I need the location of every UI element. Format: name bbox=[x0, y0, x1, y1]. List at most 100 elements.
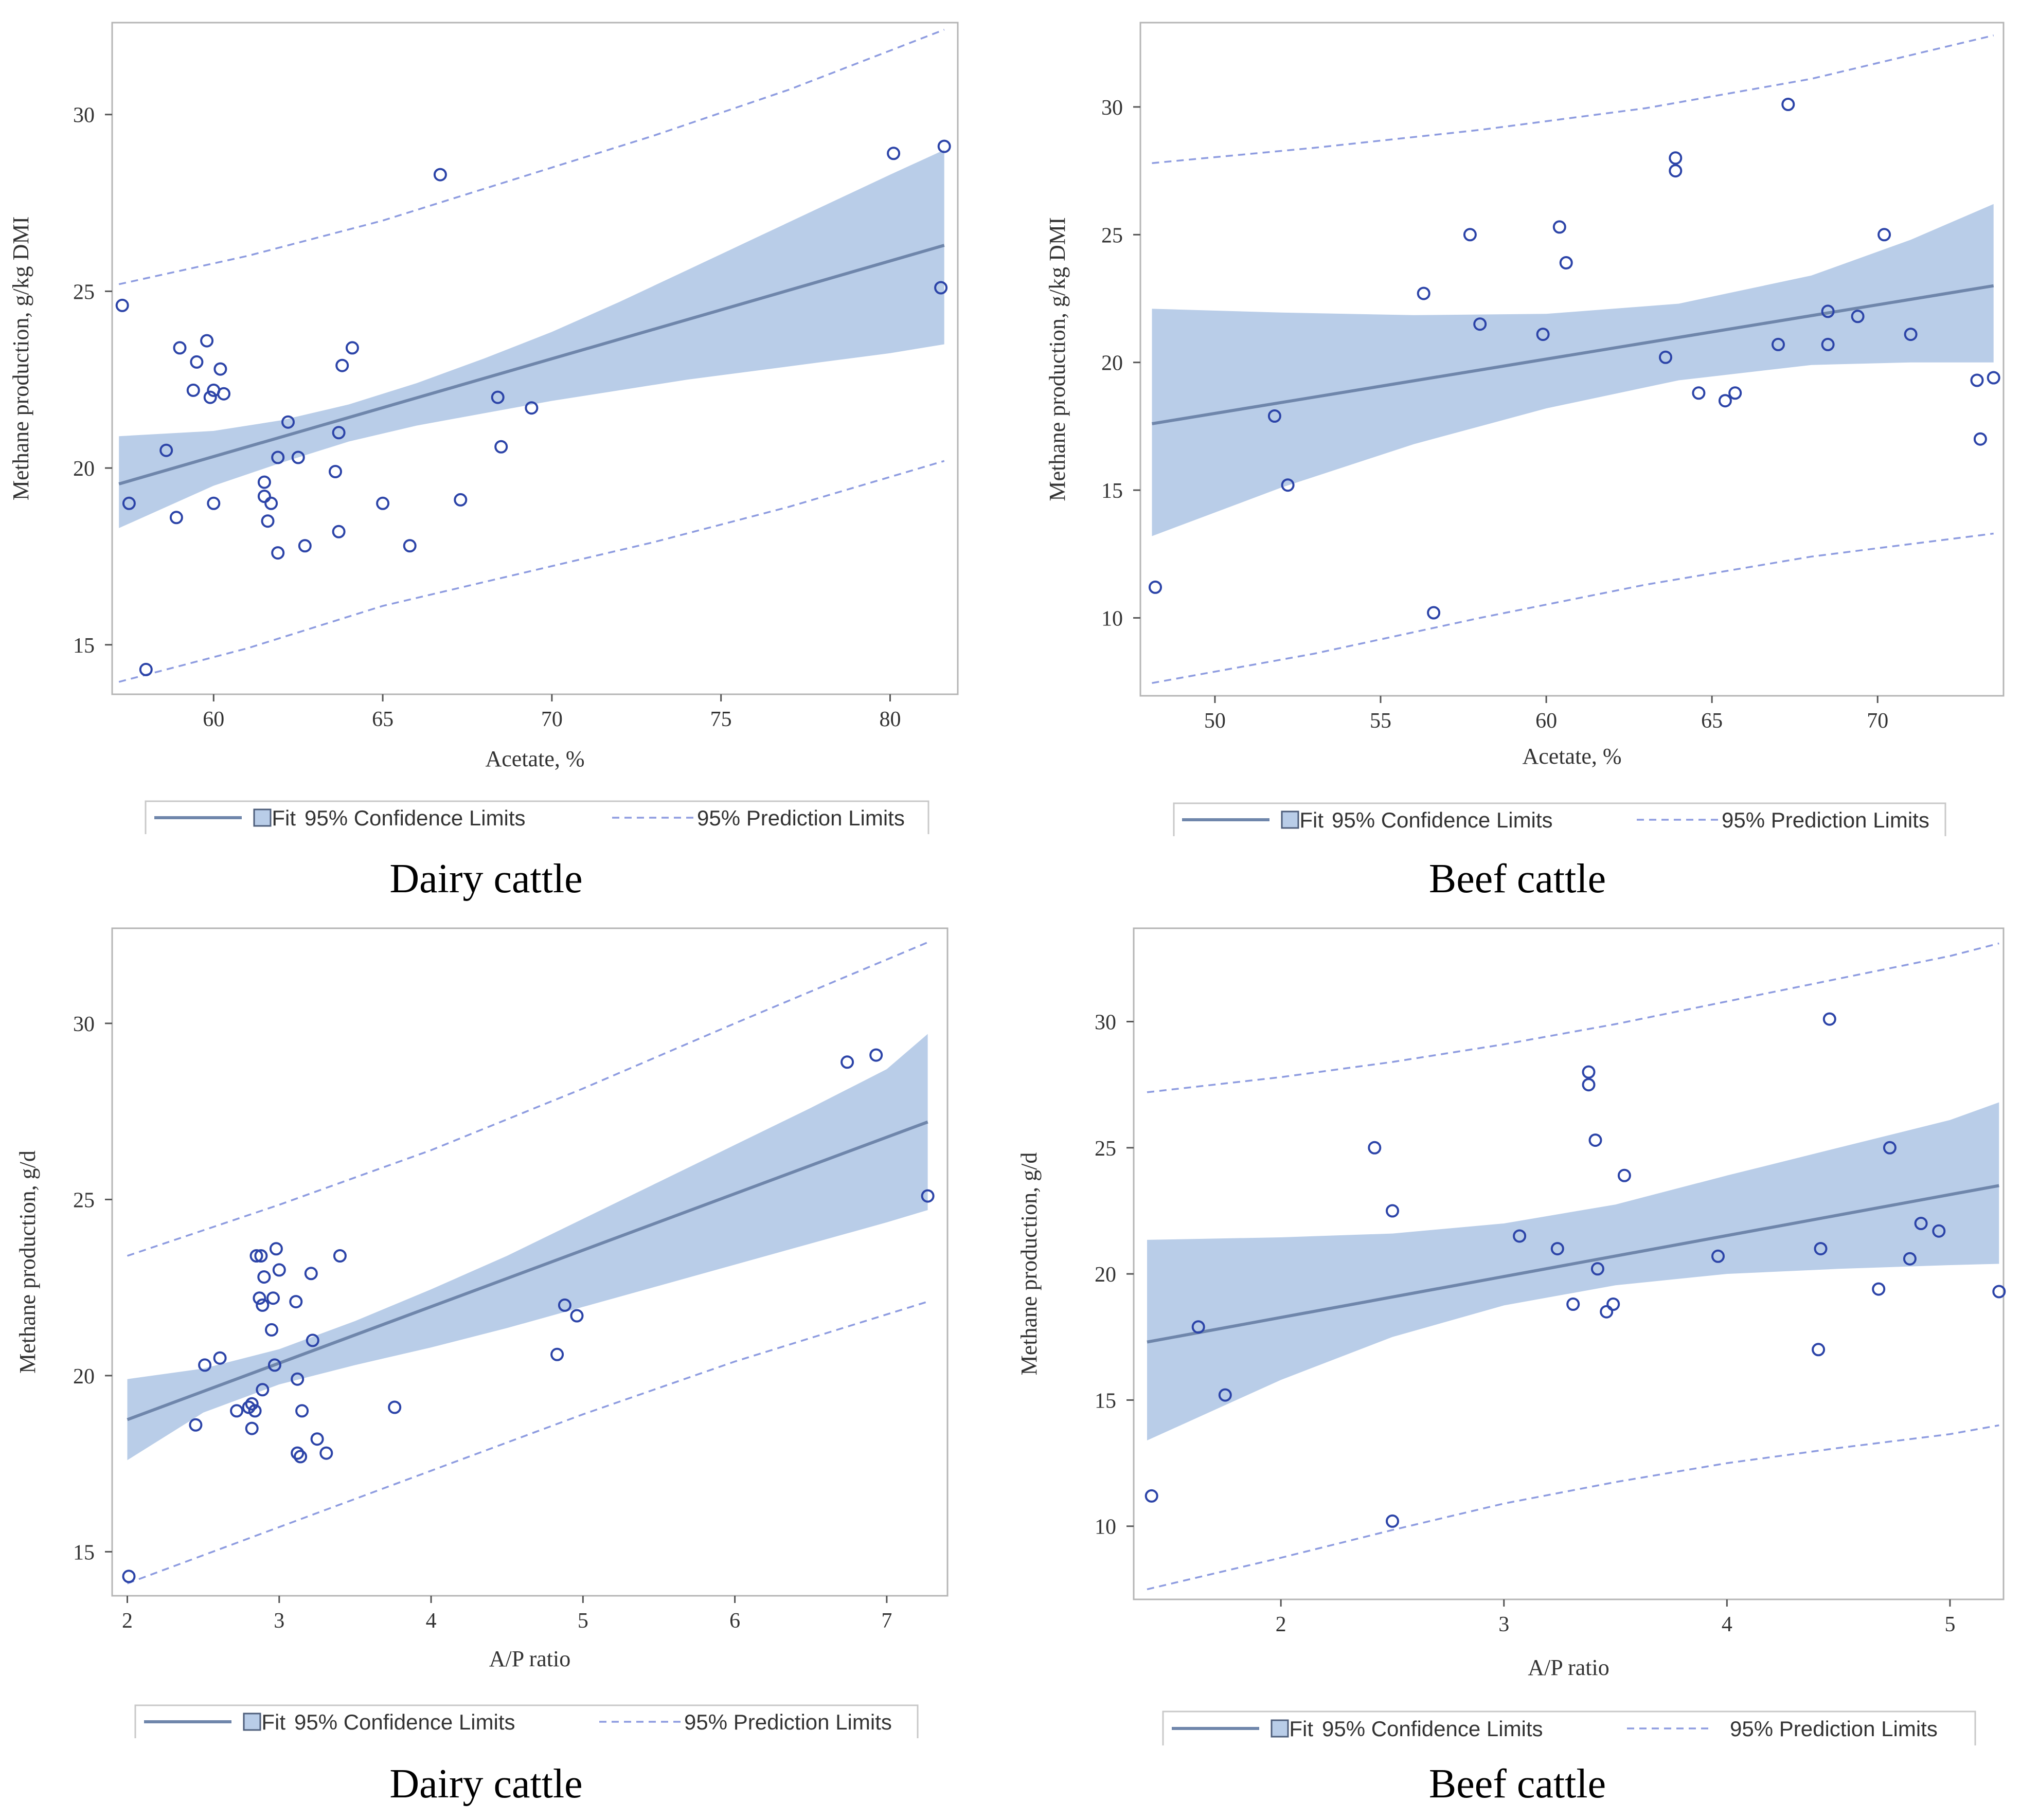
legend-prediction-label: 95% Prediction Limits bbox=[1730, 1717, 1938, 1741]
x-tick-label: 70 bbox=[541, 708, 563, 731]
data-point bbox=[1772, 337, 1785, 351]
data-point bbox=[256, 1298, 270, 1312]
data-point bbox=[304, 1267, 318, 1281]
y-tick-label: 20 bbox=[73, 1365, 95, 1389]
data-point bbox=[1606, 1298, 1620, 1311]
y-tick-label: 10 bbox=[1095, 1516, 1116, 1539]
data-point bbox=[1883, 1141, 1897, 1155]
data-point bbox=[115, 298, 129, 312]
prediction-limit-lower bbox=[118, 460, 945, 683]
x-tick-label: 60 bbox=[1535, 709, 1557, 733]
data-point bbox=[186, 383, 200, 397]
data-point bbox=[433, 168, 447, 182]
data-point bbox=[257, 475, 271, 489]
data-point bbox=[937, 139, 951, 153]
data-point bbox=[1149, 580, 1162, 594]
data-point bbox=[1559, 256, 1573, 269]
panel-caption: Beef cattle bbox=[1429, 856, 1606, 902]
data-point bbox=[267, 1358, 281, 1372]
legend-fit-label: Fit bbox=[1299, 808, 1324, 832]
x-tick-label: 60 bbox=[203, 708, 224, 731]
data-point bbox=[1144, 1489, 1158, 1503]
data-point bbox=[1992, 1285, 2006, 1299]
data-point bbox=[122, 1570, 136, 1583]
data-point bbox=[1582, 1065, 1596, 1079]
data-point bbox=[1550, 1242, 1564, 1256]
y-tick-label: 20 bbox=[73, 457, 95, 481]
data-point bbox=[454, 493, 468, 507]
y-axis-title: Methane production, g/kg DMI bbox=[8, 217, 33, 500]
x-tick-label: 7 bbox=[881, 1609, 892, 1633]
data-point bbox=[1914, 1217, 1928, 1230]
data-point bbox=[1427, 606, 1441, 620]
legend-border bbox=[1173, 802, 1946, 836]
data-point bbox=[570, 1309, 584, 1323]
y-tick-label: 25 bbox=[1101, 224, 1123, 247]
data-point bbox=[1463, 228, 1477, 242]
data-point bbox=[306, 1334, 319, 1347]
y-tick-label: 15 bbox=[1101, 479, 1123, 503]
data-point bbox=[319, 1446, 333, 1460]
legend-confidence-label: 95% Confidence Limits bbox=[1322, 1717, 1543, 1741]
data-point bbox=[1821, 304, 1835, 318]
chart-panel-3: 2 3 4 5 6 7 15 20 25 30 A/P ratio Methane productio… bbox=[15, 927, 949, 1738]
legend-border bbox=[134, 1704, 919, 1738]
data-point bbox=[254, 1249, 268, 1263]
legend-border bbox=[145, 800, 929, 834]
y-tick-label: 30 bbox=[1095, 1011, 1116, 1035]
y-axis-title: Methane production, g/d bbox=[15, 1150, 40, 1374]
legend-confidence-swatch bbox=[1271, 1719, 1289, 1738]
data-point bbox=[1386, 1514, 1399, 1528]
prediction-limit-lower bbox=[1147, 1424, 1999, 1591]
data-point bbox=[213, 362, 227, 376]
data-point bbox=[1582, 1078, 1596, 1092]
data-point bbox=[1812, 1343, 1826, 1357]
data-point bbox=[266, 1291, 280, 1305]
data-point bbox=[203, 390, 217, 404]
x-axis-title: Acetate, % bbox=[486, 746, 585, 771]
y-tick-label: 25 bbox=[73, 1188, 95, 1212]
chart-panel-2: 50 55 60 65 70 10 15 20 25 30 Acetate, % Methane pr… bbox=[1045, 22, 2005, 836]
x-tick-label: 75 bbox=[710, 708, 732, 731]
fit-line bbox=[118, 244, 945, 485]
data-point bbox=[173, 341, 187, 355]
data-point bbox=[1552, 220, 1566, 234]
y-tick-label: 15 bbox=[73, 634, 95, 658]
data-point bbox=[388, 1400, 402, 1414]
x-tick-label: 4 bbox=[426, 1609, 437, 1633]
data-point bbox=[159, 443, 173, 457]
data-point bbox=[1814, 1242, 1828, 1256]
legend-prediction-label: 95% Prediction Limits bbox=[697, 806, 905, 830]
legend-confidence-swatch bbox=[243, 1713, 261, 1731]
confidence-band bbox=[1147, 1102, 1999, 1440]
data-point bbox=[403, 539, 417, 553]
confidence-band bbox=[1152, 204, 1994, 536]
x-tick-label: 4 bbox=[1722, 1613, 1732, 1636]
legend-confidence-label: 95% Confidence Limits bbox=[294, 1710, 515, 1734]
data-point bbox=[1851, 310, 1865, 323]
prediction-limit-lower bbox=[127, 1301, 928, 1584]
fit-line bbox=[1152, 284, 1994, 425]
data-point bbox=[1617, 1168, 1631, 1182]
data-point bbox=[207, 496, 221, 510]
panel-caption: Dairy cattle bbox=[389, 1761, 582, 1807]
legend-fit-label: Fit bbox=[1289, 1717, 1313, 1741]
x-axis-title: A/P ratio bbox=[489, 1646, 570, 1671]
data-point bbox=[1877, 228, 1891, 242]
y-tick-label: 20 bbox=[1095, 1263, 1116, 1287]
data-point bbox=[310, 1432, 324, 1446]
y-tick-label: 15 bbox=[1095, 1389, 1116, 1413]
data-point bbox=[494, 440, 508, 454]
legend-confidence-label: 95% Confidence Limits bbox=[305, 806, 526, 830]
data-point bbox=[491, 390, 505, 404]
x-tick-label: 5 bbox=[578, 1609, 588, 1633]
prediction-limit-upper bbox=[127, 941, 928, 1257]
x-tick-label: 55 bbox=[1370, 709, 1391, 733]
data-point bbox=[1987, 371, 2000, 385]
y-tick-label: 10 bbox=[1101, 607, 1123, 630]
x-tick-label: 3 bbox=[274, 1609, 284, 1633]
y-tick-label: 20 bbox=[1101, 352, 1123, 375]
data-point bbox=[169, 511, 183, 525]
data-point bbox=[213, 1351, 227, 1365]
